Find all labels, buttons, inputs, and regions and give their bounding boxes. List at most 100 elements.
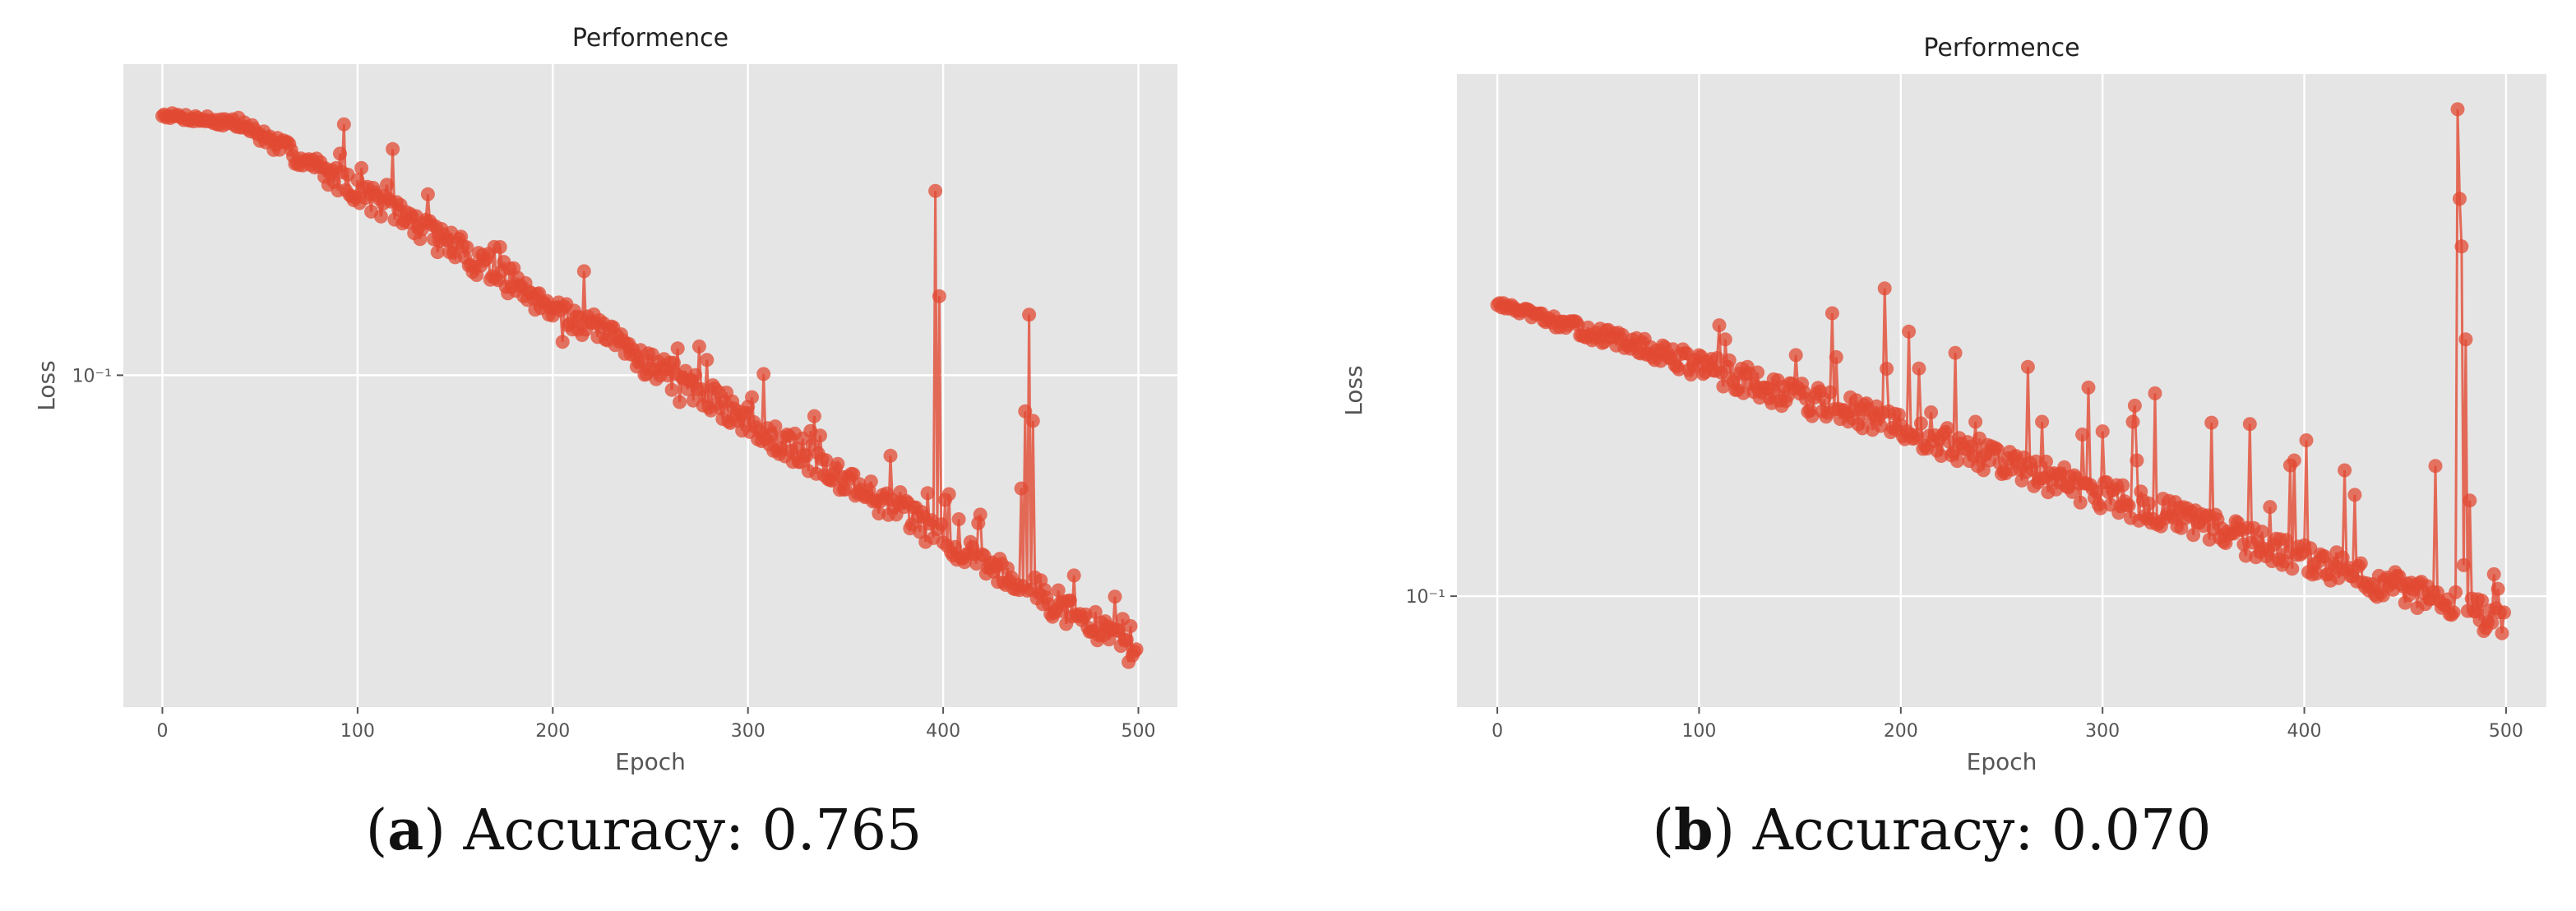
loss-point bbox=[1902, 324, 1917, 339]
loss-point bbox=[1877, 281, 1892, 296]
loss-point bbox=[1912, 361, 1926, 376]
loss-point bbox=[951, 512, 966, 526]
loss-point bbox=[670, 341, 685, 356]
loss-point bbox=[1873, 419, 1888, 433]
loss-point bbox=[1940, 421, 1954, 436]
loss-point bbox=[819, 453, 834, 468]
loss-point bbox=[745, 390, 759, 405]
loss-point bbox=[1718, 332, 1732, 347]
loss-point bbox=[2075, 428, 2090, 442]
loss-point bbox=[420, 187, 435, 201]
chart-title: Performence bbox=[572, 24, 728, 53]
loss-point bbox=[2490, 581, 2505, 596]
x-tick-label: 100 bbox=[340, 721, 375, 742]
loss-point bbox=[863, 474, 878, 489]
loss-point bbox=[2028, 454, 2043, 469]
loss-point bbox=[1066, 568, 1081, 583]
loss-point bbox=[1950, 454, 1964, 469]
loss-point bbox=[2456, 557, 2471, 572]
x-tick-label: 0 bbox=[156, 721, 168, 742]
loss-point bbox=[1829, 349, 1843, 364]
loss-point bbox=[1022, 308, 1037, 322]
caption-letter: b bbox=[1674, 798, 1713, 863]
loss-point bbox=[2428, 459, 2443, 474]
loss-point bbox=[2449, 585, 2463, 599]
loss-point bbox=[1824, 306, 1839, 321]
loss-point bbox=[1788, 348, 1803, 363]
x-tick-label: 400 bbox=[926, 721, 960, 742]
loss-chart-b: 0 100 200 300 400 500 10⁻¹ Performence Epoch Loss bbox=[1340, 34, 2546, 775]
loss-point bbox=[2130, 453, 2144, 468]
loss-point bbox=[2303, 541, 2318, 556]
caption-letter: a bbox=[387, 798, 424, 863]
loss-point bbox=[2148, 386, 2162, 400]
loss-point bbox=[2020, 359, 2035, 374]
loss-point bbox=[1014, 481, 1029, 496]
caption-b: (b) Accuracy: 0.070 bbox=[1652, 798, 2212, 863]
loss-point bbox=[2338, 463, 2352, 478]
loss-point bbox=[1018, 404, 1033, 419]
panel-b: 0 100 200 300 400 500 10⁻¹ Performence Epoch Loss… bbox=[1288, 0, 2576, 911]
x-tick-label: 200 bbox=[1884, 721, 1918, 742]
loss-point bbox=[2497, 605, 2511, 620]
loss-chart-a: 0 100 200 300 400 500 10⁻¹ Performence Epoch Loss bbox=[33, 24, 1177, 775]
panel-a: 0 100 200 300 400 500 10⁻¹ Performence Epoch Loss… bbox=[33, 24, 1177, 863]
loss-point bbox=[2121, 498, 2136, 513]
loss-point bbox=[2116, 478, 2130, 492]
loss-point bbox=[947, 539, 962, 554]
loss-point bbox=[336, 117, 351, 132]
loss-point bbox=[1880, 362, 1894, 376]
loss-point bbox=[1948, 345, 1963, 360]
loss-point bbox=[673, 395, 687, 409]
loss-point bbox=[2095, 424, 2110, 439]
loss-point bbox=[932, 289, 946, 303]
loss-point bbox=[830, 456, 845, 471]
loss-point bbox=[688, 368, 703, 382]
loss-point bbox=[1051, 583, 1066, 598]
loss-point bbox=[2035, 414, 2050, 429]
loss-point bbox=[2089, 484, 2104, 499]
plot-area bbox=[1457, 74, 2546, 707]
chart-title: Performence bbox=[1923, 34, 2079, 62]
x-axis-label: Epoch bbox=[1967, 748, 2037, 775]
loss-point bbox=[1924, 405, 1939, 419]
loss-point bbox=[1722, 353, 1737, 368]
loss-point bbox=[667, 355, 681, 370]
caption-text: Accuracy: 0.765 bbox=[463, 798, 923, 863]
y-axis-label: Loss bbox=[33, 360, 60, 410]
loss-point bbox=[1891, 407, 1906, 422]
loss-point bbox=[2073, 495, 2088, 510]
loss-point bbox=[1823, 385, 1838, 400]
plot-area bbox=[123, 64, 1177, 707]
loss-point bbox=[700, 353, 715, 368]
loss-point bbox=[1968, 414, 1983, 429]
loss-point bbox=[2299, 433, 2314, 447]
loss-point bbox=[2287, 453, 2301, 468]
loss-point bbox=[1119, 632, 1134, 647]
loss-point bbox=[493, 240, 507, 254]
y-tick-label: 10⁻¹ bbox=[1406, 587, 1445, 608]
loss-point bbox=[883, 448, 898, 463]
y-axis-label: Loss bbox=[1340, 365, 1367, 415]
loss-point bbox=[756, 367, 771, 382]
loss-point bbox=[1913, 416, 1928, 431]
loss-point bbox=[2485, 615, 2500, 630]
loss-point bbox=[2454, 239, 2469, 254]
loss-point bbox=[1062, 593, 1077, 608]
x-tick-label: 300 bbox=[2085, 721, 2120, 742]
loss-point bbox=[691, 339, 706, 354]
loss-point bbox=[1672, 362, 1686, 377]
loss-point bbox=[973, 507, 987, 522]
loss-point bbox=[2446, 605, 2461, 620]
loss-point bbox=[934, 517, 949, 532]
loss-point bbox=[920, 486, 935, 501]
y-tick-label: 10⁻¹ bbox=[72, 366, 112, 386]
loss-point bbox=[2127, 398, 2142, 413]
loss-point bbox=[2204, 415, 2219, 430]
loss-point bbox=[813, 428, 827, 443]
x-tick-label: 300 bbox=[731, 721, 765, 742]
loss-point bbox=[1108, 590, 1122, 604]
loss-point bbox=[928, 183, 943, 198]
x-tick-label: 500 bbox=[2489, 721, 2523, 742]
loss-point bbox=[1934, 449, 1949, 463]
